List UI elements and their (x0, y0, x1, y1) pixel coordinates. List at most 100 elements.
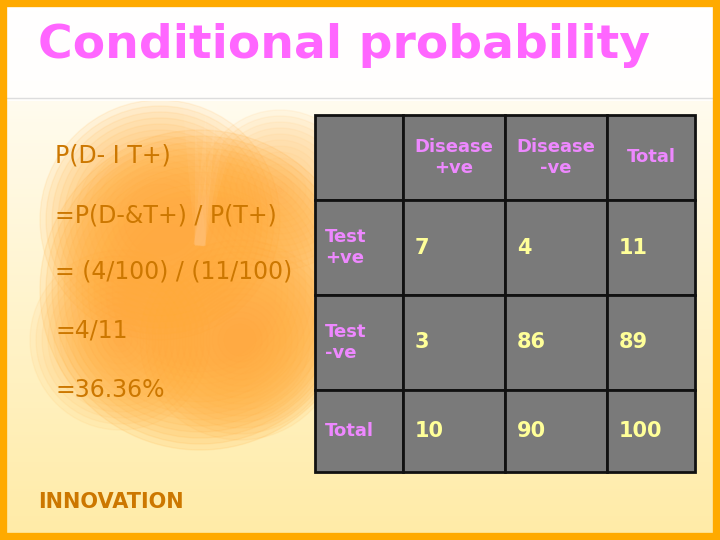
Bar (0, 42, 720, 46)
Bar (0, 207, 720, 211)
Bar (0, 201, 720, 205)
Bar (0, 39, 720, 43)
Bar (0, 237, 720, 240)
Bar (0, 250, 720, 254)
Bar (0, 288, 720, 292)
Bar (0, 166, 720, 170)
Circle shape (176, 276, 304, 404)
Bar (0, 455, 720, 459)
Bar (0, 231, 720, 235)
Bar (0, 388, 720, 392)
Bar (0, 466, 720, 470)
Bar (0, 471, 720, 475)
Bar (0, 331, 720, 335)
Circle shape (54, 274, 186, 406)
Bar (0, 520, 720, 524)
Bar (0, 223, 720, 227)
Bar (0, 534, 720, 537)
Bar (0, 482, 720, 486)
Bar (0, 469, 720, 472)
Bar (0, 339, 720, 343)
Bar (0, 7, 720, 11)
Bar (0, 293, 720, 297)
Bar (0, 380, 720, 383)
Bar (0, 363, 720, 367)
Bar (0, 377, 720, 381)
Text: Total: Total (626, 148, 675, 166)
Bar (0, 58, 720, 62)
Bar (0, 264, 720, 267)
Circle shape (152, 252, 328, 428)
Bar (0, 504, 720, 508)
Bar (0, 498, 720, 502)
Bar (0, 147, 720, 151)
Bar (0, 180, 720, 184)
Bar (0, 215, 720, 219)
Text: =36.36%: =36.36% (55, 378, 164, 402)
Bar (0, 517, 720, 521)
Text: 10: 10 (415, 421, 444, 441)
Text: Total: Total (325, 422, 374, 440)
Bar (0, 525, 720, 529)
Bar (505, 390, 607, 472)
Bar (0, 296, 720, 300)
Circle shape (70, 130, 250, 310)
Circle shape (200, 110, 360, 270)
Bar (0, 185, 720, 189)
Circle shape (70, 160, 330, 420)
Bar (0, 2, 720, 5)
Bar (0, 261, 720, 265)
Bar (6, 6, 714, 101)
Bar (0, 450, 720, 454)
Bar (0, 417, 720, 421)
Bar (315, 200, 403, 295)
Bar (0, 34, 720, 38)
Bar (0, 515, 720, 518)
Bar (0, 61, 720, 65)
Bar (0, 474, 720, 478)
Bar (0, 307, 720, 310)
Bar (0, 150, 720, 154)
Bar (505, 200, 607, 295)
Bar (0, 385, 720, 389)
Circle shape (46, 136, 354, 444)
Bar (0, 77, 720, 81)
Bar (403, 390, 505, 472)
Bar (0, 328, 720, 332)
Bar (0, 407, 720, 410)
Bar (0, 415, 720, 419)
Bar (0, 447, 720, 451)
Bar (0, 131, 720, 135)
Bar (0, 91, 720, 94)
Bar (0, 129, 720, 132)
Circle shape (40, 100, 280, 340)
Bar (0, 118, 720, 122)
Circle shape (224, 134, 336, 246)
Bar (0, 172, 720, 176)
Bar (0, 336, 720, 340)
Bar (0, 490, 720, 494)
Bar (0, 204, 720, 208)
Bar (0, 12, 720, 16)
Text: = (4/100) / (11/100): = (4/100) / (11/100) (55, 260, 292, 284)
Bar (0, 477, 720, 481)
Bar (0, 72, 720, 76)
Circle shape (218, 128, 342, 252)
Bar (403, 115, 505, 200)
Bar (0, 234, 720, 238)
Circle shape (40, 130, 360, 450)
Circle shape (64, 124, 256, 316)
Text: INNOVATION: INNOVATION (38, 492, 184, 512)
Bar (0, 282, 720, 286)
Text: 4: 4 (517, 238, 531, 258)
Bar (0, 369, 720, 373)
Circle shape (58, 148, 342, 432)
Bar (0, 83, 720, 86)
Circle shape (48, 268, 192, 412)
Bar (0, 255, 720, 259)
Text: Conditional probability: Conditional probability (38, 23, 650, 68)
Bar (0, 53, 720, 57)
Bar (0, 355, 720, 359)
Circle shape (64, 154, 336, 426)
Circle shape (94, 184, 306, 396)
